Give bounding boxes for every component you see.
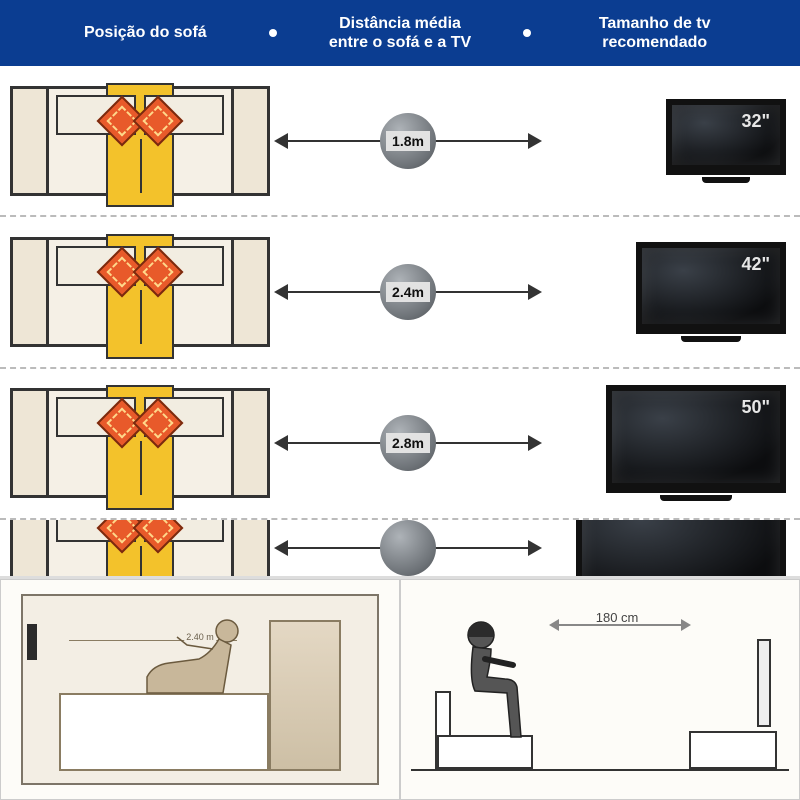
tv-stand [702,177,750,183]
tv-icon: 42" [636,242,786,342]
arrow-head-left-icon [274,540,288,556]
sofa-topdown-icon [10,520,270,576]
tv-screen: 42" [636,242,786,334]
person-seated-icon [451,619,541,739]
header-bar: Posição do sofá Distância média entre o … [0,0,800,66]
tv-cell: 42" [546,242,786,342]
arrow-head-right-icon [528,133,542,149]
sofa-arm [231,89,267,193]
distance-indicator: 2.4m [276,262,540,322]
tv-side-icon [757,639,771,727]
sofa-topdown-icon [10,388,270,498]
sofa-seat-divider [140,139,142,193]
arrow-head-right-icon [528,540,542,556]
wall-tv-icon [27,624,37,660]
sofa-arm [13,89,49,193]
sofa-arm [231,520,267,576]
tv-screen: 50" [606,385,786,493]
tv-screen: 32" [666,99,786,175]
tv-cell: 60" [546,520,786,576]
comparison-row: 60" [0,520,800,576]
comparison-row: 2.8m 50" [0,369,800,520]
sofa-seat-divider [140,546,142,576]
sofa-seat [49,391,231,495]
tv-cell: 50" [546,385,786,501]
arrow-head-right-icon [528,284,542,300]
sofa-seat [49,520,231,576]
tv-size-label: 32" [741,111,770,132]
tv-size-label: 50" [741,397,770,418]
tv-screen: 60" [576,520,786,576]
distance-indicator [276,520,540,576]
distance-indicator: 2.8m [276,413,540,473]
arrow-head-left-icon [274,435,288,451]
header-separator-dot [269,29,277,37]
sofa-topdown-icon [10,237,270,347]
floor-line [411,769,789,771]
tv-stand [681,336,741,342]
sofa-seat [49,89,231,193]
distance-value: 2.4m [386,282,430,302]
panel-bedroom-elevation: 2.40 m [0,579,400,800]
comparison-row: 1.8m 32" [0,66,800,217]
distance-indicator: 1.8m [276,111,540,171]
panel-seated-distance: 180 cm [400,579,800,800]
sofa-topdown-icon [10,86,270,196]
bottom-panels: 2.40 m 180 cm [0,576,800,800]
sofa-seat-divider [140,290,142,344]
distance-value: 1.8m [386,131,430,151]
room-outline: 2.40 m [21,594,379,785]
arrow-head-left-icon [274,284,288,300]
distance-badge [380,520,436,576]
person-reclining-icon [139,615,249,695]
distance-badge: 1.8m [380,113,436,169]
arrow-head-right-icon [528,435,542,451]
distance-badge: 2.8m [380,415,436,471]
tv-stand [660,495,732,501]
sofa-arm [13,391,49,495]
sofa-arm [231,240,267,344]
header-col-distance: Distância média entre o sofá e a TV [285,14,516,52]
tv-size-label: 42" [741,254,770,275]
sofa-arm [13,240,49,344]
tv-console [689,731,777,769]
header-col-sofa: Posição do sofá [30,23,261,42]
sofa-arm [231,391,267,495]
sofa-seat-divider [140,441,142,495]
sofa-arm [13,520,49,576]
headboard [269,620,341,771]
tv-icon: 50" [606,385,786,501]
comparison-row: 2.4m 42" [0,217,800,368]
sofa-seat [49,240,231,344]
distance-badge: 2.4m [380,264,436,320]
tv-cell: 32" [546,99,786,183]
distance-value: 2.8m [386,433,430,453]
arrow-head-left-icon [274,133,288,149]
header-col-tvsize: Tamanho de tv recomendado [539,14,770,52]
infographic-container: Posição do sofá Distância média entre o … [0,0,800,800]
tv-icon: 32" [666,99,786,183]
tv-icon: 60" [576,520,786,576]
comparison-rows: 1.8m 32" [0,66,800,576]
distance-label: 180 cm [596,610,639,625]
header-separator-dot [523,29,531,37]
bed-mattress [59,693,269,771]
chair-seat [437,735,533,769]
